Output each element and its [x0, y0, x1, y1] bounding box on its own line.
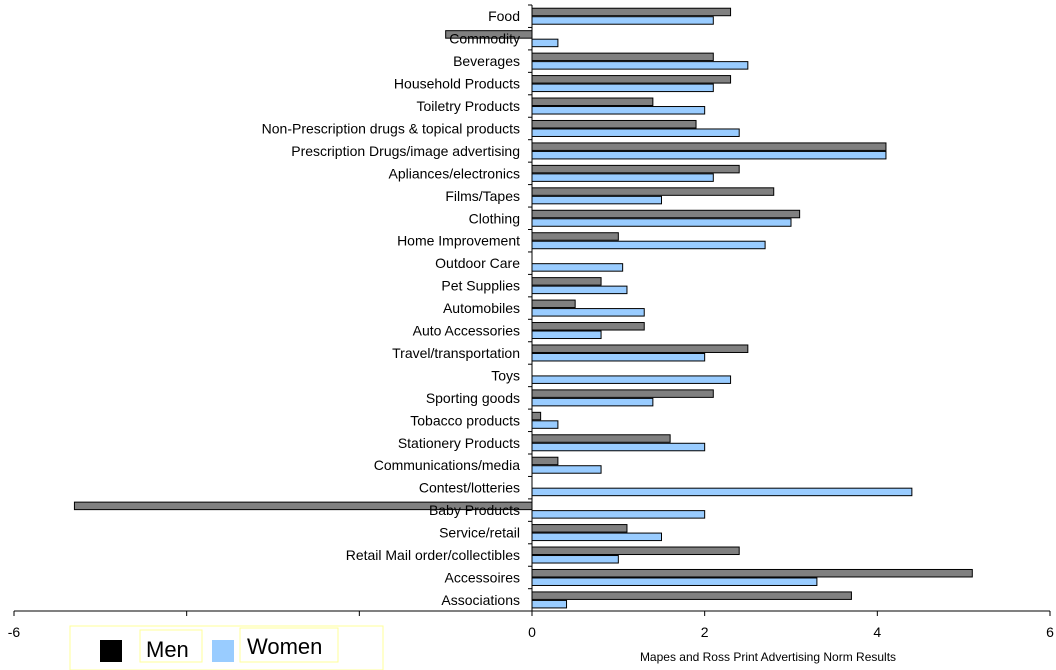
women-bar	[531, 285, 628, 295]
x-tick-label: 4	[873, 624, 881, 640]
legend-men-label: Men	[146, 637, 189, 662]
category-label: Films/Tapes	[445, 188, 520, 204]
category-label: Non-Prescription drugs & topical product…	[262, 120, 520, 136]
category-label: Retail Mail order/collectibles	[346, 547, 520, 563]
women-bar	[531, 173, 714, 182]
category-label: Pet Supplies	[441, 278, 520, 294]
category-label: Baby Products	[429, 502, 520, 518]
x-tick-label: 0	[528, 624, 536, 640]
category-label: Contest/lotteries	[419, 480, 520, 496]
category-label: Commodity	[449, 31, 520, 47]
women-bar	[531, 16, 714, 25]
men-bar	[531, 187, 775, 196]
men-bar	[531, 568, 973, 578]
category-label: Outdoor Care	[435, 255, 520, 271]
women-bar	[531, 375, 732, 384]
men-bar	[531, 209, 801, 219]
women-bar	[531, 330, 602, 340]
men-bar	[531, 456, 559, 466]
women-bar	[531, 150, 887, 160]
men-bar	[531, 142, 887, 151]
women-bar	[531, 577, 818, 586]
legend-women-label: Women	[247, 634, 322, 659]
legend-men-text-box	[139, 629, 203, 663]
women-bar	[531, 352, 706, 362]
legend-men-swatch	[100, 640, 122, 662]
category-label: Toiletry Products	[417, 98, 520, 114]
women-bar	[531, 420, 559, 429]
men-bar	[531, 52, 714, 62]
women-bar	[531, 487, 913, 497]
category-label: Auto Accessories	[413, 323, 520, 339]
men-bar	[531, 119, 697, 129]
category-label: Accessoires	[445, 569, 520, 585]
category-label: Service/retail	[439, 525, 520, 541]
men-bar	[531, 389, 714, 398]
legend-women-swatch	[212, 640, 234, 662]
men-bar	[531, 344, 749, 353]
men-bar	[531, 7, 732, 17]
men-bar	[531, 546, 740, 556]
men-bar	[531, 277, 602, 286]
men-bar	[531, 75, 732, 84]
category-label: Home Improvement	[397, 233, 520, 249]
category-label: Automobiles	[443, 300, 520, 316]
legend: Men Women	[69, 625, 384, 670]
women-bar	[531, 61, 749, 70]
x-axis-label: Mapes and Ross Print Advertising Norm Re…	[640, 650, 896, 664]
women-bar	[531, 106, 706, 115]
bars-layer	[73, 4, 973, 609]
women-bar	[531, 218, 792, 227]
women-bar	[531, 442, 706, 452]
x-tick-label: 2	[701, 624, 709, 640]
women-bar	[531, 38, 559, 48]
category-label: Household Products	[394, 76, 520, 92]
category-label: Tobacco products	[410, 412, 520, 428]
women-bar	[531, 308, 645, 317]
category-label: Food	[488, 8, 520, 24]
category-label: Sporting goods	[426, 390, 520, 406]
men-bar	[531, 232, 619, 241]
women-bar	[531, 128, 740, 137]
category-label: Clothing	[469, 210, 520, 226]
category-label: Prescription Drugs/image advertising	[291, 143, 520, 159]
category-label: Toys	[491, 367, 520, 383]
women-bar	[531, 555, 619, 564]
category-label: Apliances/electronics	[388, 165, 520, 181]
category-label: Stationery Products	[398, 435, 520, 451]
women-bar	[531, 240, 766, 250]
men-bar	[531, 524, 628, 533]
women-bar	[531, 510, 706, 519]
men-bar	[531, 97, 654, 107]
category-label: Travel/transportation	[392, 345, 520, 361]
men-bar	[531, 322, 645, 331]
men-bar	[531, 411, 542, 421]
women-bar	[531, 397, 654, 407]
x-tick-label: 6	[1046, 624, 1054, 640]
category-label: Associations	[441, 592, 520, 608]
axes-layer	[14, 5, 1050, 612]
legend-women-text-box	[239, 627, 339, 663]
women-bar	[531, 532, 662, 542]
women-bar	[531, 599, 568, 609]
men-bar	[531, 299, 576, 309]
women-bar	[531, 195, 662, 205]
women-bar	[531, 263, 624, 272]
category-label: Communications/media	[374, 457, 520, 473]
women-bar	[531, 465, 602, 474]
men-bar	[531, 434, 671, 443]
women-bar	[531, 83, 714, 93]
men-bar	[531, 591, 852, 600]
men-bar	[531, 164, 740, 174]
category-label: Beverages	[453, 53, 520, 69]
x-tick-label: -6	[8, 624, 21, 640]
category-labels: Food Commodity Beverages Household Products…	[262, 8, 521, 608]
